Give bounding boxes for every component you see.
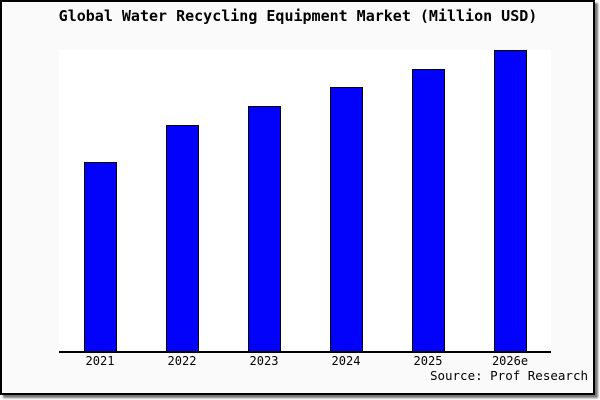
bar-slot bbox=[223, 50, 305, 351]
x-tick-label: 2023 bbox=[249, 354, 279, 368]
bar-2022 bbox=[165, 125, 199, 351]
bar-2024 bbox=[329, 87, 363, 351]
bar-slot bbox=[469, 50, 551, 351]
x-tick-label: 2026e bbox=[491, 354, 529, 368]
x-tick-label: 2022 bbox=[167, 354, 197, 368]
chart-title: Global Water Recycling Equipment Market … bbox=[58, 7, 538, 25]
x-axis-labels: 2021 2022 2023 2024 2025 2026e bbox=[59, 354, 551, 368]
bar-slot bbox=[387, 50, 469, 351]
bar-slot bbox=[141, 50, 223, 351]
bar-2026e bbox=[493, 50, 527, 351]
x-tick-label: 2025 bbox=[413, 354, 443, 368]
bar-slot bbox=[59, 50, 141, 351]
bar-2023 bbox=[247, 106, 281, 351]
bar-2021 bbox=[83, 162, 117, 351]
bar-slot bbox=[305, 50, 387, 351]
plot-area bbox=[59, 50, 551, 353]
x-tick-label: 2021 bbox=[85, 354, 115, 368]
bar-2025 bbox=[411, 69, 445, 351]
x-tick-label: 2024 bbox=[331, 354, 361, 368]
source-note: Source: Prof Research bbox=[429, 368, 588, 383]
